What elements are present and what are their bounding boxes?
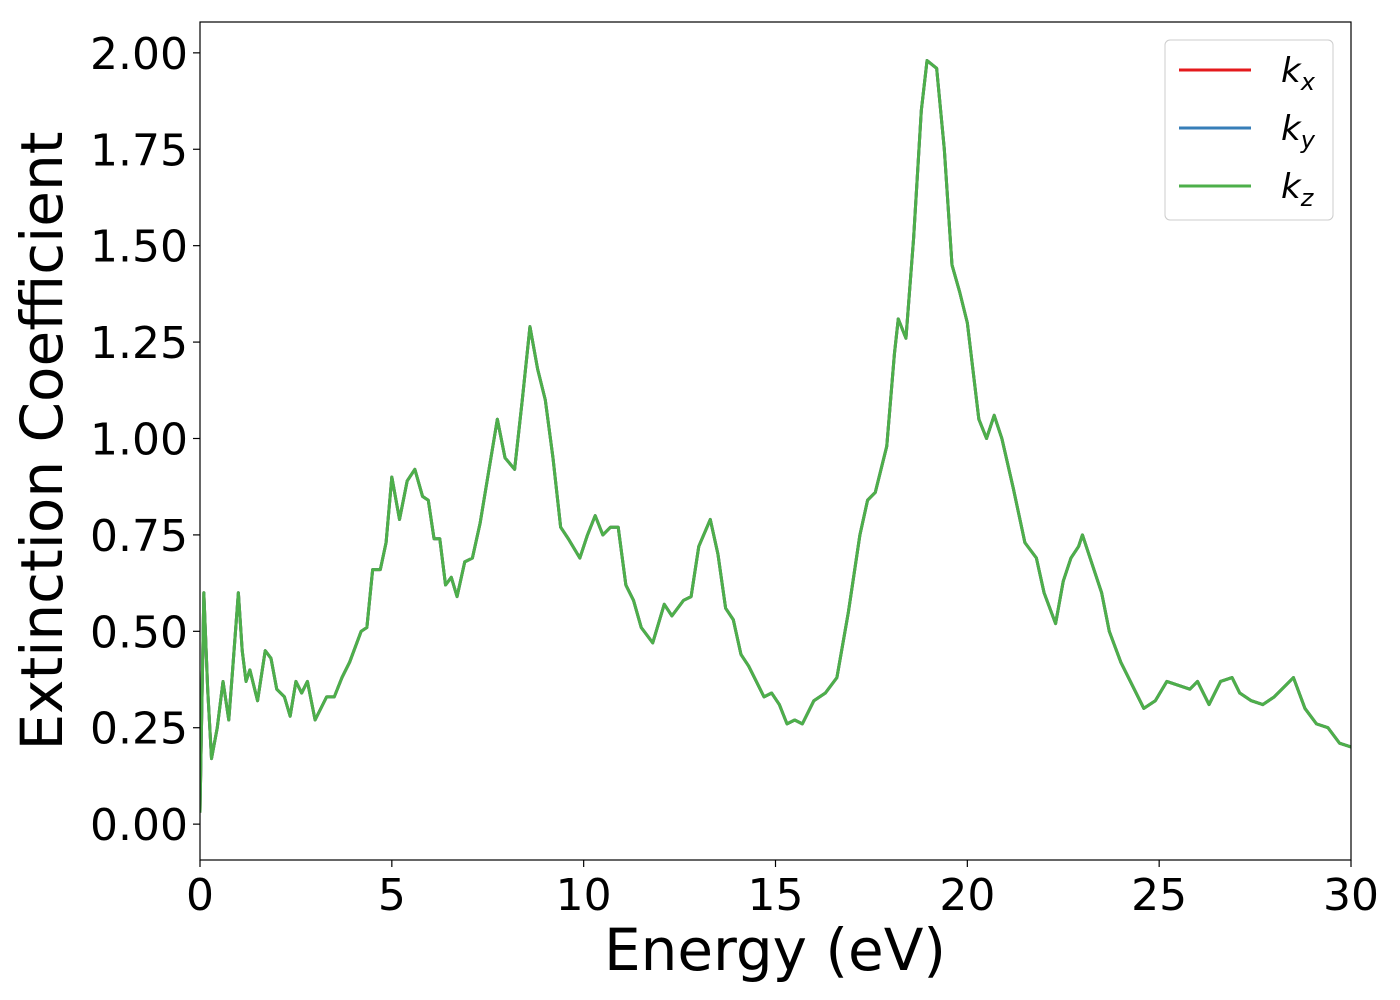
legend-label: kz — [1281, 167, 1315, 212]
x-tick-label: 15 — [748, 870, 804, 921]
legend-label: kx — [1281, 51, 1316, 96]
y-tick-label: 1.00 — [90, 414, 188, 465]
legend-box — [1164, 39, 1334, 221]
y-tick-label: 0.50 — [90, 607, 188, 658]
y-tick-label: 1.25 — [90, 318, 188, 369]
x-tick-label: 0 — [186, 870, 214, 921]
y-tick-label: 1.75 — [90, 125, 188, 176]
y-tick-label: 2.00 — [90, 29, 188, 80]
x-tick-label: 25 — [1131, 870, 1187, 921]
y-axis-label: Extinction Coefficient — [8, 132, 76, 751]
x-tick-label: 10 — [556, 870, 612, 921]
y-tick-label: 1.50 — [90, 222, 188, 273]
plot-frame — [199, 21, 1352, 861]
x-tick-label: 5 — [378, 870, 406, 921]
data-line — [200, 59, 1351, 813]
y-tick-label: 0.00 — [90, 800, 188, 851]
x-tick-label: 30 — [1323, 870, 1379, 921]
x-axis-label: Energy (eV) — [604, 916, 946, 984]
y-tick-label: 0.25 — [90, 704, 188, 755]
legend-label: ky — [1281, 109, 1316, 154]
x-tick-label: 20 — [939, 870, 995, 921]
legend: kx ky kz — [1164, 39, 1334, 221]
y-tick-label: 0.75 — [90, 511, 188, 562]
